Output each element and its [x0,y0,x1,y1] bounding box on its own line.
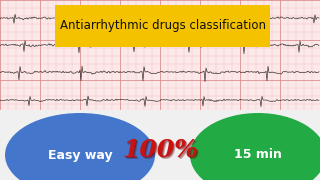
Text: 100%: 100% [123,139,199,163]
Bar [0,110,320,180]
Text: 100%: 100% [124,140,200,164]
Text: 15 min: 15 min [234,148,282,161]
Text: Easy way: Easy way [48,148,112,161]
Ellipse shape [190,113,320,180]
Bar [55,5,270,47]
Text: 100%: 100% [122,138,198,162]
Text: Antiarrhythmic drugs classification: Antiarrhythmic drugs classification [60,19,266,33]
Ellipse shape [5,113,155,180]
